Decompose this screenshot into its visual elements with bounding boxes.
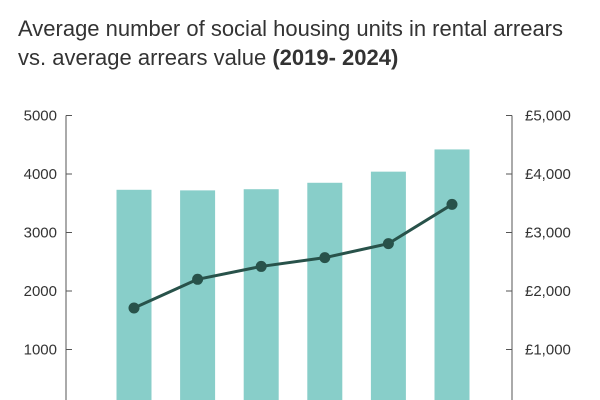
bar-series [116,149,470,400]
left-tick-label: 1000 [24,342,57,359]
bar [180,190,216,400]
left-tick-label: 2000 [24,283,57,300]
right-tick-label: £3,000 [525,225,571,242]
line-point [446,198,458,210]
bar [307,182,343,400]
line-series [128,198,458,314]
bar [116,189,152,400]
right-y-axis: £1,000 £2,000 £3,000 £4,000 £5,000 [506,108,571,400]
bar [434,149,470,400]
series-line [133,203,453,310]
left-tick-label: 5000 [24,108,57,125]
right-tick-label: £5,000 [525,108,571,125]
chart-title: Average number of social housing units i… [18,14,588,72]
right-tick-label: £2,000 [525,283,571,300]
line-point [382,238,394,250]
bar [243,189,279,400]
left-y-axis: 1000 2000 3000 4000 5000 [24,108,72,400]
left-tick-label: 3000 [24,225,57,242]
left-tick-label: 4000 [24,166,57,183]
right-tick-label: £1,000 [525,342,571,359]
line-point [319,252,331,264]
line-point [128,302,140,314]
right-tick-label: £4,000 [525,166,571,183]
line-point [192,273,204,285]
line-point [255,260,267,272]
bar [370,171,406,400]
title-range: (2019- 2024) [272,45,399,70]
title-main: Average number of social housing units i… [18,16,564,70]
